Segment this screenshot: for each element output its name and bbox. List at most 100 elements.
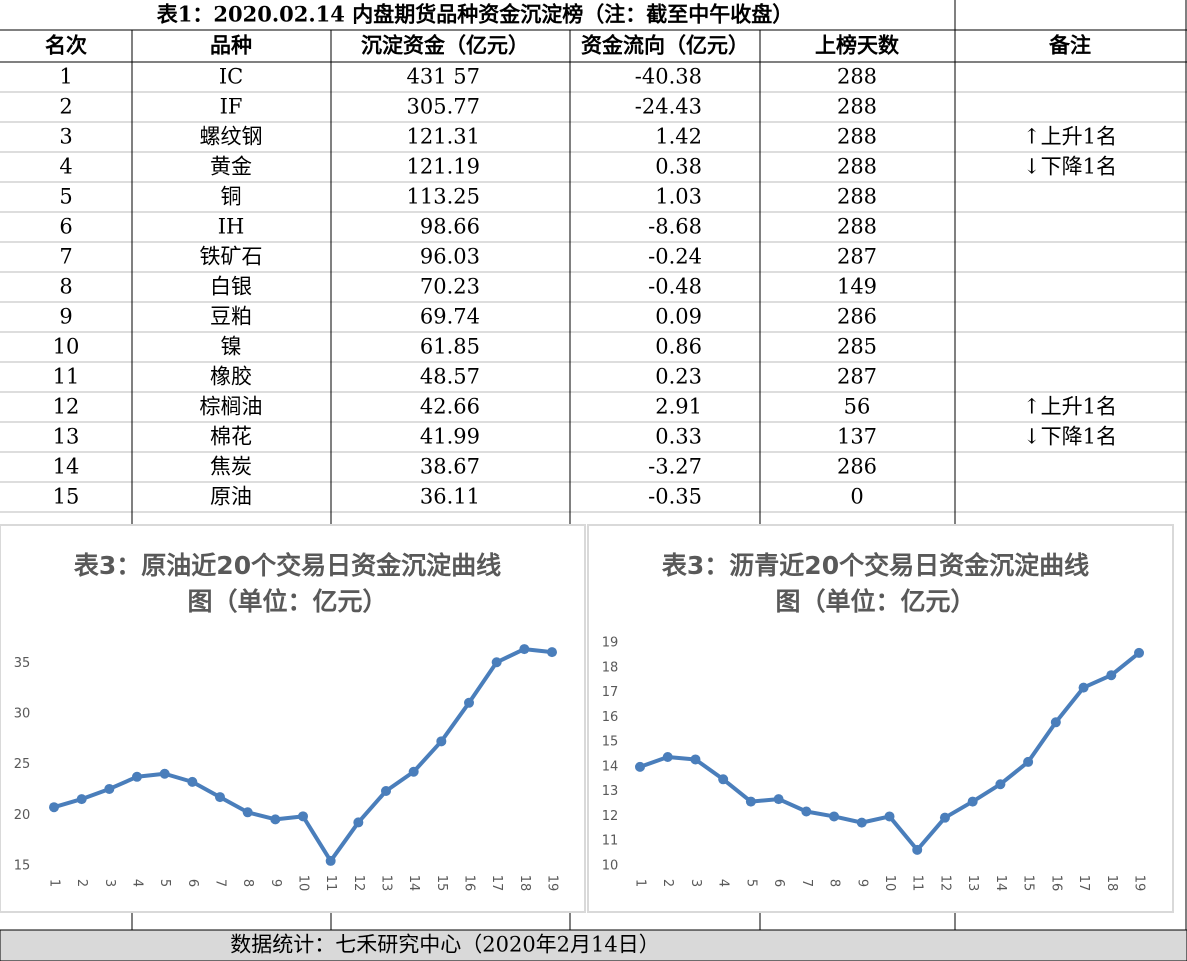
table-cell: -0.48 — [648, 275, 702, 299]
table-cell: 棕榈油 — [200, 395, 263, 419]
table-cell: 棉花 — [210, 425, 252, 449]
table-cell: 原油 — [210, 485, 252, 509]
x-tick-label: 8 — [240, 879, 255, 887]
x-tick-label: 16 — [462, 875, 477, 892]
table-cell: -24.43 — [635, 95, 702, 119]
table-cell: 70.23 — [420, 275, 480, 299]
table-cell: 121.31 — [407, 125, 480, 149]
table-cell: 305.77 — [407, 95, 480, 119]
table-cell: 10 — [53, 335, 80, 359]
x-tick-label: 7 — [799, 879, 814, 887]
table-cell: 36.11 — [420, 485, 480, 509]
table-cell: 2 — [59, 95, 72, 119]
x-tick-label: 12 — [937, 875, 952, 892]
table-cell: 288 — [837, 215, 877, 239]
table-cell: 113.25 — [407, 185, 480, 209]
x-tick-label: 17 — [1076, 875, 1091, 892]
y-tick-label: 10 — [602, 859, 619, 874]
point — [635, 761, 645, 772]
x-tick-label: 7 — [213, 879, 228, 887]
x-tick-label: 1 — [633, 879, 648, 887]
y-tick-label: 30 — [14, 706, 31, 721]
table-cell: 5 — [59, 185, 72, 209]
table-cell: 288 — [837, 125, 877, 149]
table-cell: 豆粕 — [210, 305, 252, 329]
table-cell: 12 — [53, 395, 80, 419]
table-cell: 3 — [59, 125, 72, 149]
table-cell: 1.03 — [655, 185, 702, 209]
point — [187, 776, 198, 787]
table-cell: 镍 — [221, 335, 242, 359]
point — [662, 751, 673, 762]
x-tick-label: 14 — [406, 875, 421, 892]
y-tick-label: 20 — [14, 808, 31, 823]
x-tick-label: 18 — [1104, 875, 1119, 892]
point — [242, 807, 253, 818]
table-cell: 287 — [837, 245, 877, 269]
header-cell: 名次 — [45, 33, 87, 58]
x-tick-label: 16 — [1048, 875, 1063, 892]
x-tick-label: 6 — [771, 879, 786, 887]
table-cell: ↓下降1名 — [1023, 155, 1117, 179]
point — [1078, 682, 1089, 693]
table-cell: 149 — [837, 275, 877, 299]
y-tick-label: 13 — [602, 784, 619, 799]
y-tick-label: 18 — [602, 660, 619, 675]
table-cell: 7 — [59, 245, 72, 269]
table-cell: IC — [219, 65, 243, 89]
table-cell: 56 — [844, 395, 871, 419]
point — [76, 794, 87, 805]
y-tick-label: 11 — [602, 834, 619, 849]
x-tick-label: 15 — [1021, 875, 1036, 892]
table-cell: 螺纹钢 — [200, 125, 263, 149]
x-tick-label: 18 — [517, 875, 532, 892]
point — [270, 814, 281, 825]
y-tick-label: 19 — [602, 636, 619, 651]
table-cell: 288 — [837, 65, 877, 89]
point — [1134, 647, 1144, 658]
table-cell: 61.85 — [420, 335, 480, 359]
table-cell: ↑上升1名 — [1023, 125, 1117, 149]
table-cell: 铜 — [221, 185, 242, 209]
y-tick-label: 12 — [602, 809, 619, 824]
x-tick-label: 12 — [351, 875, 366, 892]
point — [104, 783, 115, 794]
table-cell: 42.66 — [420, 395, 480, 419]
header-cell: 资金流向（亿元） — [581, 33, 749, 58]
footer-bg — [0, 929, 1187, 961]
point — [856, 817, 867, 828]
header-cell: 上榜天数 — [815, 33, 900, 58]
point — [547, 647, 557, 658]
point — [519, 644, 530, 655]
table-cell: 11 — [53, 365, 80, 389]
point — [690, 754, 701, 765]
chart-title: 表3：沥青近20个交易日资金沉淀曲线图（单位：亿元） — [661, 551, 1090, 616]
point — [773, 794, 784, 805]
footer: 数据统计：七禾研究中心（2020年2月14日） — [230, 933, 660, 957]
x-tick-label: 4 — [716, 879, 731, 887]
point — [718, 774, 729, 785]
table-cell: 15 — [53, 485, 80, 509]
point — [1050, 717, 1061, 728]
header-cell: 沉淀资金（亿元） — [361, 33, 529, 58]
table-cell: 0.09 — [655, 305, 702, 329]
table-cell: 9 — [59, 305, 72, 329]
table-cell: 8 — [59, 275, 72, 299]
table-cell: 白银 — [210, 275, 252, 299]
x-tick-label: 11 — [323, 875, 338, 892]
y-tick-label: 16 — [602, 710, 619, 725]
header-cell: 备注 — [1048, 33, 1091, 58]
table-cell: -0.24 — [648, 245, 702, 269]
x-tick-label: 4 — [130, 879, 145, 887]
point — [995, 779, 1006, 790]
y-tick-label: 17 — [602, 685, 619, 700]
y-tick-label: 35 — [14, 656, 31, 671]
x-tick-label: 2 — [74, 879, 89, 887]
point — [1106, 670, 1117, 681]
table-cell: -40.38 — [635, 65, 702, 89]
point — [829, 811, 840, 822]
y-tick-label: 14 — [602, 759, 619, 774]
point — [159, 768, 170, 779]
